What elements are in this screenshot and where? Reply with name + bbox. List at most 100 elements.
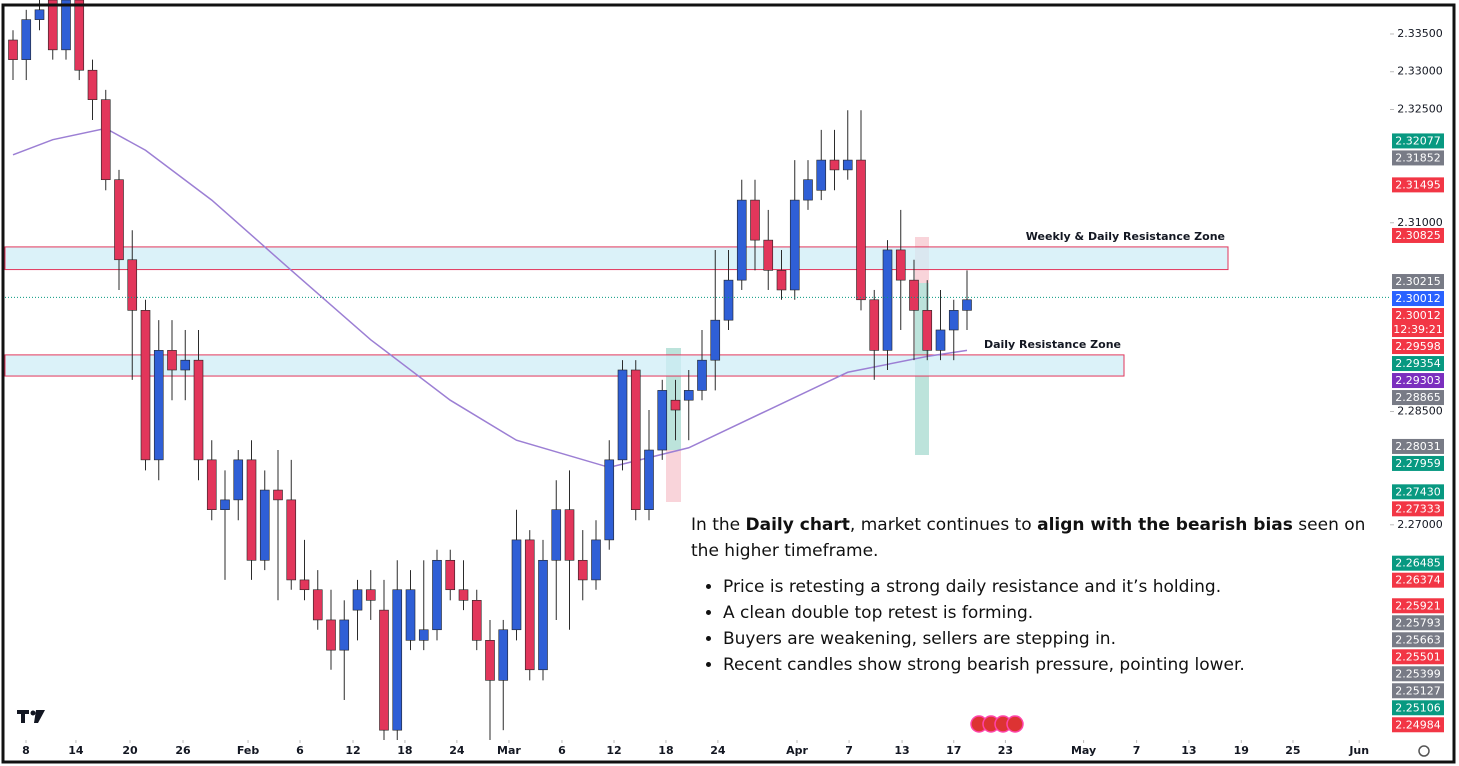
price-tag-label: 2.32077 [1395,134,1441,147]
candle-body [657,390,668,451]
annotation: In the Daily chart, market continues to … [691,512,1381,678]
y-tick-label: 2.32500 [1397,102,1443,115]
text: align with the bearish bias [1037,515,1293,535]
x-tick-label: Feb [237,744,260,757]
candle-body [498,629,509,681]
zones: Weekly & Daily Resistance Zone Daily Resi… [4,230,1229,377]
resistance-zone [4,246,1229,271]
candle-body [312,589,323,621]
text: , market continues to [849,515,1038,535]
candle-body [697,359,707,391]
price-tag [1392,501,1444,517]
price-tag [1392,598,1444,614]
candle-body [670,399,681,411]
price-tag [1392,615,1444,631]
price-tag [1392,683,1444,699]
candle-body [829,159,840,171]
candle-body [617,369,628,461]
price-tag [1392,339,1444,355]
candle-body [948,310,959,331]
candle-body [842,159,853,171]
price-tag-label: 2.25501 [1395,650,1441,663]
price-tag [1392,356,1444,372]
candle-body [100,99,111,181]
price-tag-label: 2.29303 [1395,374,1441,387]
bullet: Price is retesting a strong daily resist… [723,574,1381,600]
price-tag-label: 2.27333 [1395,502,1441,515]
price-tag [1392,484,1444,500]
candle-body [816,159,827,191]
x-tick-label: Apr [786,744,808,757]
frame [1,3,1456,764]
zone-label: Weekly & Daily Resistance Zone [1026,230,1225,243]
moving-average [12,127,968,469]
candle-body [644,449,654,510]
candle-body [379,609,389,731]
x-tick-label: 7 [845,744,853,757]
x-tick-label: 13 [894,744,909,757]
resistance-zone [4,354,1125,377]
price-tag-label: 2.25793 [1395,616,1441,629]
candles [8,0,972,740]
price-tag-label: 2.27430 [1395,485,1441,498]
price-tag [1392,649,1444,665]
candle-body [630,369,641,510]
candle-body [750,199,760,241]
price-tag-label: 2.24984 [1395,718,1441,731]
price-tag-label: 2.29354 [1395,357,1441,370]
candle-body [153,350,164,461]
candle-body [485,640,495,681]
x-tick-label: 26 [175,744,191,757]
candle-body [326,619,336,651]
axes: 2.33500 2.33000 2.32500 2.31000 2.28500 2.270… [5,27,1444,757]
price-tag-label: 2.30012 [1395,309,1441,322]
price-tag [1392,555,1444,571]
candle-body [392,589,403,731]
x-tick-label: 6 [558,744,566,757]
price-tag [1392,700,1444,716]
x-tick-label: 12 [606,744,621,757]
flags [970,715,1024,733]
candle-body [471,600,482,641]
candle-body [127,259,138,311]
candle-body [220,499,230,510]
text: Daily chart [745,515,850,535]
x-tick-label: 18 [658,744,673,757]
candle-body [140,310,151,461]
text: In the [691,515,746,535]
candle-body [339,619,350,651]
candle-body [432,559,442,631]
candle-body [776,270,787,291]
countdown: 12:39:21 [1393,323,1442,336]
x-tick-label: 8 [22,744,30,757]
candle-body [909,279,919,311]
candle-body [524,539,535,671]
candle-body [167,350,177,371]
settings-icon[interactable] [1418,745,1430,757]
candle-body [511,539,522,631]
price-tag [1392,177,1444,193]
x-tick-label: 24 [710,744,726,757]
candle-body [74,0,85,71]
candle-body [61,0,71,51]
candle-body [723,279,734,321]
bullet: Recent candles show strong bearish press… [723,652,1381,678]
candle-body [882,249,893,351]
y-tick-label: 2.27000 [1397,518,1443,531]
price-tag-label: 2.29598 [1395,340,1441,353]
price-tag [1392,632,1444,648]
bullet-list: Price is retesting a strong daily resist… [691,574,1381,678]
candle-body [8,39,18,60]
candle-body [193,359,204,461]
candle-body [21,19,32,60]
x-tick-label: 17 [946,744,961,757]
x-tick-label: 25 [1285,744,1300,757]
price-tag [1392,308,1444,338]
price-tag-label: 2.30825 [1395,229,1441,242]
candle-body [286,499,297,581]
x-tick-label: Jun [1348,744,1369,757]
price-tag-label: 2.27959 [1395,457,1441,470]
text: seen on the higher timeframe. [691,515,1366,561]
price-tag [1392,274,1444,290]
